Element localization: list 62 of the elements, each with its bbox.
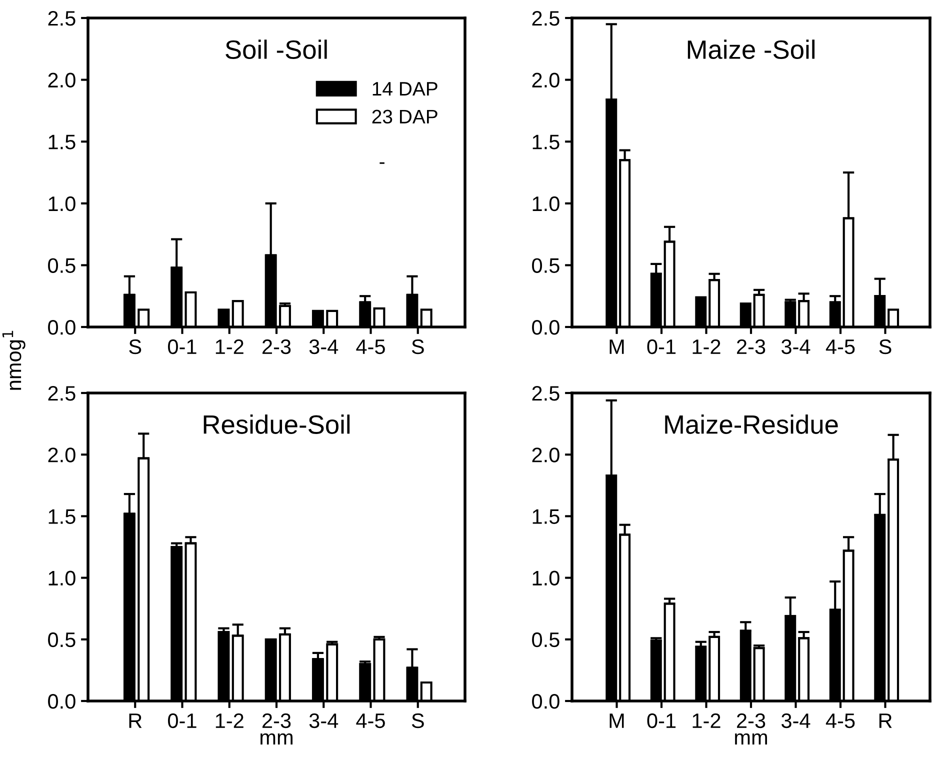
y-tick-label: 0.5 <box>532 258 560 273</box>
x-axis-title: mm <box>260 733 292 745</box>
x-tick-label: 0-1 <box>647 713 676 728</box>
x-tick-label: 2-3 <box>736 339 766 354</box>
x-tick-label: 3-4 <box>781 339 810 354</box>
text: Soil -Soil <box>226 40 327 60</box>
y-tick-label: 2.0 <box>532 448 560 462</box>
y-tick-label: 0.5 <box>532 632 560 648</box>
x-tick-label: 2-3 <box>262 713 291 728</box>
x-tick-label: R <box>129 714 142 728</box>
x-tick-label: S <box>412 339 424 354</box>
annotation: - <box>380 162 384 164</box>
y-tick-label: 2.5 <box>48 386 76 401</box>
x-tick-label: 4-5 <box>826 714 855 728</box>
y-tick-label: 2.0 <box>48 448 76 462</box>
y-tick-label: 1.0 <box>532 570 560 586</box>
x-tick-label: 4-5 <box>356 714 385 728</box>
y-tick-label: 1.5 <box>532 134 560 150</box>
text: Residue-Soil <box>204 414 350 434</box>
y-tick-label: 2.5 <box>532 386 560 401</box>
y-tick-label: 1.0 <box>48 570 76 586</box>
y-tick-label: 1.5 <box>532 509 560 524</box>
y-tick-label: 1.0 <box>48 196 76 212</box>
legend-label: 23 DAP <box>372 110 438 124</box>
x-tick-label: 2-3 <box>736 713 766 728</box>
y-tick-label: 2.5 <box>532 11 560 26</box>
x-tick-label: S <box>412 713 424 728</box>
x-tick-label: 1-2 <box>216 713 244 728</box>
y-tick-label: 1.0 <box>532 196 560 212</box>
x-tick-label: 0-1 <box>647 339 676 354</box>
y-tick-label: 2.5 <box>48 11 76 26</box>
y-tick-label: 0.5 <box>48 632 76 648</box>
y-tick-label: 0.0 <box>48 320 76 335</box>
x-tick-label: S <box>129 339 142 354</box>
y-tick-label: 2.0 <box>532 72 560 88</box>
x-tick-label: 4-5 <box>356 340 385 354</box>
x-tick-label: 3-4 <box>781 713 810 728</box>
x-tick-label: 1-2 <box>692 713 720 728</box>
x-tick-label: 0-1 <box>168 339 196 354</box>
x-tick-label: 4-5 <box>826 340 855 354</box>
y-axis-title: nmog$^{1}$ <box>2 330 26 390</box>
y-tick-label: 1.5 <box>48 134 76 150</box>
x-tick-label: 0-1 <box>168 713 196 728</box>
y-tick-label: 0.0 <box>532 694 560 709</box>
y-tick-label: 0.5 <box>48 258 76 273</box>
x-tick-label: M <box>610 340 624 354</box>
x-tick-label: 1-2 <box>692 339 720 354</box>
y-tick-label: 2.0 <box>48 72 76 88</box>
text: Maize-Residue <box>665 414 838 434</box>
y-tick-label: 0.0 <box>532 320 560 335</box>
text: Maize -Soil <box>688 40 814 60</box>
x-tick-label: S <box>879 339 892 354</box>
y-tick-label: 0.0 <box>48 694 76 709</box>
legend-label: 14 DAP <box>372 82 438 96</box>
x-tick-label: 2-3 <box>262 339 291 354</box>
x-tick-label: 3-4 <box>309 339 338 354</box>
y-tick-label: 1.5 <box>48 509 76 524</box>
x-tick-label: R <box>879 714 892 728</box>
x-axis-title: mm <box>735 733 767 745</box>
x-tick-label: 1-2 <box>216 339 244 354</box>
x-tick-label: 3-4 <box>309 713 338 728</box>
x-tick-label: M <box>610 714 624 728</box>
